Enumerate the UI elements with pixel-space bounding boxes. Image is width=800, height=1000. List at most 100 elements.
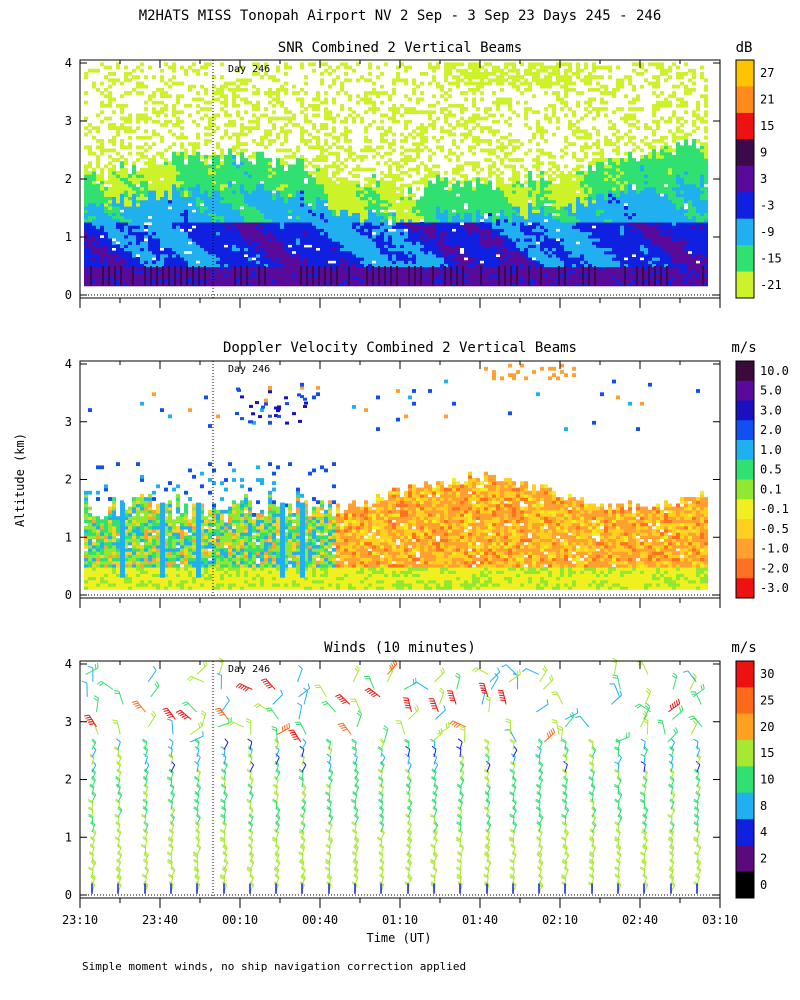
snr-pixel	[356, 260, 360, 264]
snr-pixel	[136, 196, 140, 201]
snr-pixel	[108, 237, 112, 242]
snr-pixel	[280, 170, 284, 175]
snr-pixel	[500, 75, 504, 79]
snr-pixel	[112, 174, 116, 178]
snr-pixel	[496, 244, 500, 248]
snr-pixel	[496, 103, 500, 108]
snr-pixel	[360, 276, 364, 280]
snr-pixel	[308, 260, 312, 264]
snr-pixel	[408, 257, 412, 261]
snr-pixel	[256, 180, 260, 185]
snr-pixel	[396, 110, 400, 115]
snr-pixel	[124, 279, 128, 284]
snr-pixel	[160, 190, 164, 194]
snr-pixel	[216, 266, 220, 271]
snr-pixel	[488, 62, 492, 67]
snr-pixel	[396, 164, 400, 169]
snr-pixel	[268, 142, 272, 146]
snr-pixel	[316, 215, 320, 220]
snr-pixel	[224, 276, 228, 280]
snr-pixel	[368, 282, 372, 287]
snr-pixel	[468, 241, 472, 245]
snr-pixel	[428, 81, 432, 86]
snr-pixel	[148, 237, 152, 242]
snr-pixel	[300, 228, 304, 233]
snr-pixel	[212, 237, 216, 242]
snr-pixel	[328, 253, 332, 258]
snr-pixel	[368, 202, 372, 207]
snr-pixel	[244, 186, 248, 191]
snr-pixel	[440, 84, 444, 89]
snr-pixel	[332, 228, 336, 233]
snr-pixel	[344, 253, 348, 258]
snr-pixel	[244, 206, 248, 210]
snr-pixel	[456, 212, 460, 217]
snr-pixel	[468, 260, 472, 264]
snr-pixel	[184, 103, 188, 108]
snr-pixel	[208, 139, 212, 143]
snr-pixel	[436, 100, 440, 105]
snr-pixel	[224, 218, 228, 223]
snr-pixel	[488, 193, 492, 197]
snr-pixel	[224, 202, 228, 207]
snr-pixel	[268, 170, 272, 175]
snr-pixel	[472, 237, 476, 242]
snr-pixel	[488, 218, 492, 223]
snr-pixel	[272, 180, 276, 185]
snr-pixel	[380, 139, 384, 143]
snr-pixel	[472, 97, 476, 102]
snr-pixel	[176, 180, 180, 185]
snr-pixel	[284, 170, 288, 175]
snr-pixel	[132, 75, 136, 79]
snr-pixel	[300, 212, 304, 217]
snr-pixel	[388, 183, 392, 188]
snr-pixel	[212, 174, 216, 178]
snr-pixel	[256, 183, 260, 188]
snr-pixel	[96, 247, 100, 252]
snr-pixel	[464, 186, 468, 191]
snr-pixel	[320, 180, 324, 185]
snr-pixel	[236, 247, 240, 252]
snr-pixel	[436, 190, 440, 194]
snr-pixel	[460, 231, 464, 236]
snr-pixel	[340, 253, 344, 258]
snr-pixel	[340, 87, 344, 92]
snr-pixel	[148, 196, 152, 201]
snr-pixel	[472, 218, 476, 223]
snr-pixel	[116, 228, 120, 233]
snr-pixel	[476, 68, 480, 73]
snr-pixel	[472, 119, 476, 124]
snr-pixel	[488, 263, 492, 268]
snr-pixel	[136, 113, 140, 118]
snr-pixel	[500, 158, 504, 162]
snr-pixel	[124, 269, 128, 274]
snr-pixel	[492, 221, 496, 226]
snr-pixel	[484, 139, 488, 143]
snr-pixel	[304, 260, 308, 264]
snr-pixel	[492, 241, 496, 245]
snr-pixel	[188, 154, 192, 159]
snr-pixel	[272, 218, 276, 223]
snr-pixel	[96, 273, 100, 277]
snr-pixel	[208, 123, 212, 127]
snr-pixel	[432, 221, 436, 226]
snr-pixel	[268, 94, 272, 99]
snr-pixel	[328, 215, 332, 220]
snr-pixel	[468, 282, 472, 287]
snr-pixel	[388, 129, 392, 134]
snr-pixel	[380, 263, 384, 268]
snr-pixel	[380, 234, 384, 239]
snr-pixel	[292, 273, 296, 277]
snr-pixel	[272, 263, 276, 268]
snr-pixel	[300, 135, 304, 140]
snr-pixel	[296, 253, 300, 258]
snr-pixel	[500, 206, 504, 210]
snr-pixel	[168, 170, 172, 175]
snr-pixel	[116, 237, 120, 242]
snr-pixel	[444, 190, 448, 194]
snr-pixel	[224, 110, 228, 115]
snr-pixel	[472, 206, 476, 210]
snr-pixel	[192, 199, 196, 204]
snr-pixel	[456, 119, 460, 124]
snr-pixel	[204, 225, 208, 229]
